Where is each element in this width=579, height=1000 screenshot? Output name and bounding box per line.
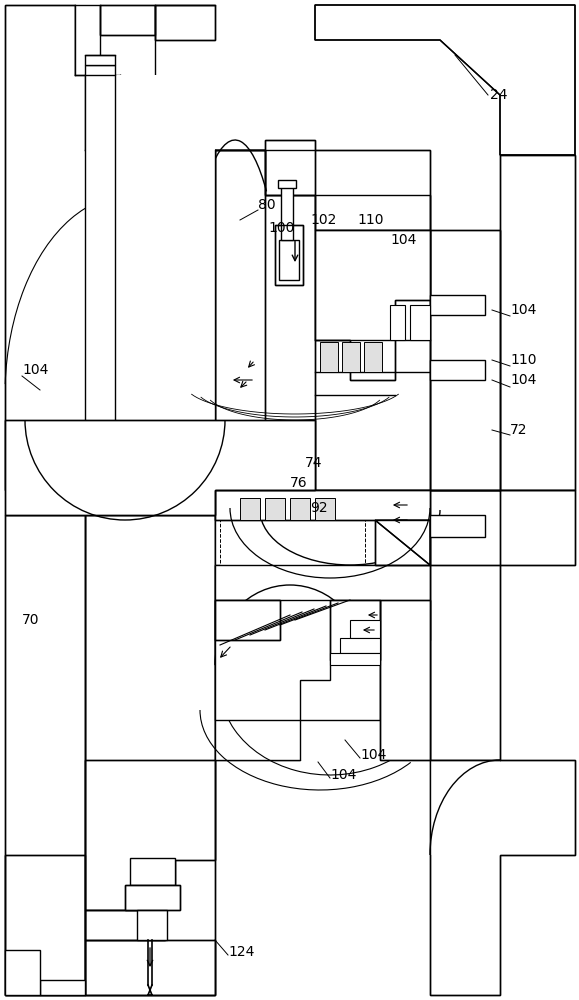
Polygon shape — [315, 195, 430, 490]
Bar — [430, 360, 485, 380]
Bar — [275, 225, 303, 285]
Text: 104: 104 — [390, 233, 416, 247]
Text: 74: 74 — [305, 456, 323, 470]
Polygon shape — [215, 490, 430, 565]
Bar — [5, 950, 40, 995]
Bar — [40, 980, 85, 995]
Bar — [330, 653, 380, 665]
Text: 124: 124 — [228, 945, 254, 959]
Bar — [290, 498, 310, 520]
Text: 100: 100 — [268, 221, 294, 235]
Text: 70: 70 — [22, 613, 39, 627]
Bar — [85, 75, 115, 420]
Bar — [155, 5, 215, 40]
Polygon shape — [215, 150, 265, 490]
Polygon shape — [85, 940, 215, 995]
Polygon shape — [315, 5, 575, 155]
Polygon shape — [85, 760, 215, 910]
Bar — [340, 638, 380, 653]
Polygon shape — [430, 760, 575, 995]
Bar — [137, 910, 167, 940]
Bar — [215, 565, 430, 760]
Polygon shape — [85, 910, 165, 940]
Text: 80: 80 — [258, 198, 276, 212]
Text: 104: 104 — [510, 373, 536, 387]
Bar — [275, 225, 303, 285]
Polygon shape — [215, 600, 380, 720]
Bar — [265, 498, 285, 520]
Polygon shape — [315, 230, 430, 380]
Polygon shape — [375, 520, 430, 565]
Bar — [215, 490, 430, 665]
Bar — [130, 858, 175, 885]
Bar — [275, 225, 303, 285]
Bar — [430, 515, 485, 537]
Bar — [430, 760, 500, 855]
Text: 24: 24 — [490, 88, 508, 102]
Polygon shape — [5, 855, 85, 995]
Bar — [85, 55, 115, 65]
Polygon shape — [85, 515, 215, 995]
Bar — [100, 5, 155, 35]
Polygon shape — [5, 5, 215, 490]
Text: 110: 110 — [357, 213, 383, 227]
Polygon shape — [500, 155, 575, 490]
Text: 76: 76 — [290, 476, 307, 490]
Bar — [155, 5, 215, 40]
Bar — [278, 180, 296, 188]
Text: 92: 92 — [310, 501, 328, 515]
Bar — [364, 342, 382, 372]
Polygon shape — [5, 420, 315, 515]
Bar — [342, 342, 360, 372]
Bar — [281, 185, 293, 240]
Text: 72: 72 — [510, 423, 527, 437]
Bar — [430, 295, 485, 315]
Polygon shape — [430, 490, 575, 565]
Bar — [125, 885, 180, 910]
Text: 104: 104 — [360, 748, 386, 762]
Polygon shape — [5, 515, 85, 995]
Polygon shape — [380, 600, 430, 760]
Polygon shape — [215, 600, 280, 640]
Text: 104: 104 — [22, 363, 49, 377]
Text: 104: 104 — [510, 303, 536, 317]
Bar — [75, 75, 85, 150]
Bar — [410, 305, 430, 340]
Bar — [100, 5, 155, 35]
Bar — [240, 498, 260, 520]
Bar — [279, 240, 299, 280]
Bar — [75, 5, 120, 75]
Bar — [390, 305, 405, 340]
Polygon shape — [430, 565, 500, 760]
Polygon shape — [215, 565, 430, 760]
Bar — [115, 75, 215, 420]
Bar — [315, 498, 335, 520]
Text: 102: 102 — [310, 213, 336, 227]
Bar — [320, 342, 338, 372]
Text: 110: 110 — [510, 353, 537, 367]
Bar — [100, 5, 155, 35]
Bar — [125, 885, 180, 910]
Polygon shape — [330, 600, 380, 660]
Bar — [85, 65, 115, 75]
Bar — [220, 520, 365, 675]
Polygon shape — [265, 140, 315, 195]
Bar — [155, 5, 215, 40]
Text: 104: 104 — [330, 768, 357, 782]
Polygon shape — [430, 230, 500, 490]
Bar — [350, 620, 380, 638]
Bar — [125, 885, 180, 910]
Polygon shape — [215, 150, 430, 230]
